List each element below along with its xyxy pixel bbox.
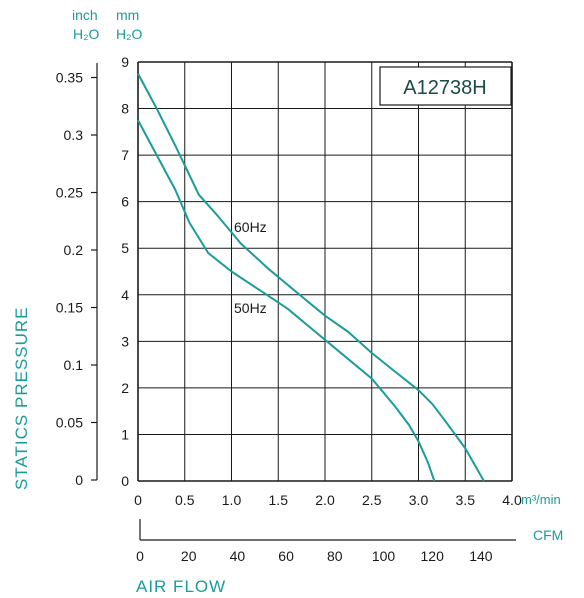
x-tick-label: 3.0 xyxy=(409,492,429,508)
y-mm-tick-label: 7 xyxy=(121,147,129,163)
cfm-tick-label: 20 xyxy=(181,548,197,564)
cfm-tick-label: 120 xyxy=(421,548,445,564)
y-mm-tick-label: 5 xyxy=(121,240,129,256)
x-tick-label: 0.5 xyxy=(175,492,195,508)
y-inch-tick-label: 0.05 xyxy=(56,415,83,431)
cfm-tick-label: 100 xyxy=(372,548,396,564)
x-tick-label: 4.0 xyxy=(502,492,522,508)
series-line-50hz xyxy=(137,119,436,482)
y-inch-tick-label: 0.3 xyxy=(64,127,84,143)
grid xyxy=(137,61,513,482)
y-inch-unit-line2: H₂O xyxy=(73,26,100,42)
y-inch-unit-line1: inch xyxy=(72,7,98,23)
tick-labels: 0 1 2 3 4 5 6 7 8 9 0 0.05 0.1 0.15 0.2 0.25 0.3 0.35 0 0.5… xyxy=(56,54,522,564)
x-unit-label: m³/min xyxy=(521,492,561,507)
y-mm-tick-label: 1 xyxy=(121,426,129,442)
x-tick-label: 2.5 xyxy=(362,492,382,508)
series-lines xyxy=(137,73,485,482)
y-axis-label: STATICS PRESSURE xyxy=(12,306,31,490)
y-inch-tick-label: 0 xyxy=(75,472,83,488)
x-tick-label: 0 xyxy=(134,492,142,508)
cfm-tick-label: 0 xyxy=(136,548,144,564)
y-mm-tick-label: 0 xyxy=(121,473,129,489)
y-inch-tick-label: 0.2 xyxy=(64,242,84,258)
y-inch-tick-label: 0.1 xyxy=(64,357,84,373)
x-tick-label: 1.0 xyxy=(222,492,242,508)
series-line-60hz xyxy=(137,73,485,482)
model-label-box xyxy=(379,66,512,106)
y-mm-tick-label: 6 xyxy=(121,194,129,210)
y-mm-tick-label: 3 xyxy=(121,333,129,349)
x-axis-label: AIR FLOW xyxy=(136,577,226,596)
cfm-tick-label: 60 xyxy=(278,548,294,564)
cfm-tick-label: 140 xyxy=(469,548,493,564)
x-tick-label: 3.5 xyxy=(456,492,476,508)
series-label-60hz: 60Hz xyxy=(234,219,267,235)
tick-marks xyxy=(91,63,516,541)
y-mm-unit-line2: H₂O xyxy=(116,26,143,42)
y-inch-tick-label: 0.35 xyxy=(56,70,83,86)
x-tick-label: 1.5 xyxy=(269,492,289,508)
y-inch-tick-label: 0.25 xyxy=(56,185,83,201)
y-mm-tick-label: 8 xyxy=(121,101,129,117)
cfm-tick-label: 40 xyxy=(230,548,246,564)
y-inch-tick-label: 0.15 xyxy=(56,300,83,316)
cfm-unit-label: CFM xyxy=(533,527,563,543)
model-label: A12738H xyxy=(403,77,486,99)
y-mm-tick-label: 4 xyxy=(121,287,129,303)
y-mm-unit-line1: mm xyxy=(116,7,139,23)
cfm-tick-label: 80 xyxy=(327,548,343,564)
y-mm-tick-label: 2 xyxy=(121,380,129,396)
y-mm-tick-label: 9 xyxy=(121,54,129,70)
series-label-50hz: 50Hz xyxy=(234,300,267,316)
x-tick-label: 2.0 xyxy=(315,492,335,508)
